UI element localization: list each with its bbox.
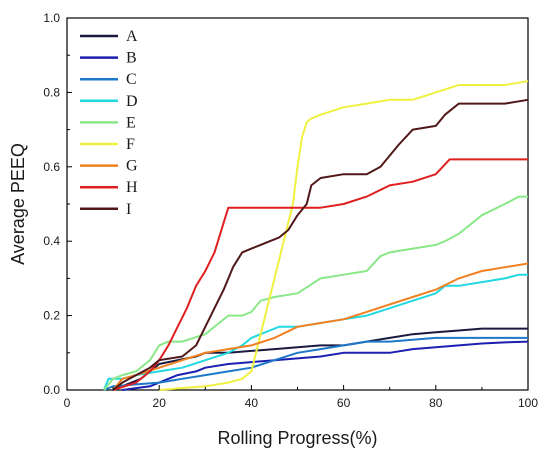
axes-layer: 0 20 40 60 80 100 0.0 0.2 0.4 0.6 0.8 1.0 [43,11,538,410]
y-tick-label-1: 0.2 [43,309,60,323]
x-tick-label-1: 20 [153,396,167,410]
y-axis-title: Average PEEQ [8,143,28,265]
y-tick-label-5: 1.0 [43,11,60,25]
x-tick-label-0: 0 [64,396,71,410]
y-tick-label-0: 0.0 [43,383,60,397]
x-axis-title: Rolling Progress(%) [217,428,377,448]
series-line-F [159,80,529,391]
series-line-C [103,336,528,391]
y-tick-label-4: 0.8 [43,85,60,99]
x-tick-label-5: 100 [518,396,538,410]
legend-label-F: F [126,136,135,153]
legend-label-G: G [126,158,138,175]
legend-label-C: C [126,71,137,88]
x-tick-label-2: 40 [245,396,259,410]
x-tick-label-4: 80 [429,396,443,410]
x-tick-label-3: 60 [337,396,351,410]
legend-label-E: E [126,114,136,131]
series-line-G [112,262,529,391]
legend-label-A: A [126,28,138,45]
y-tick-label-2: 0.4 [43,234,60,248]
legend-label-I: I [126,201,131,218]
series-line-B [122,340,529,391]
legend-label-H: H [126,179,138,196]
series-line-I [112,98,529,391]
series-layer [102,80,529,391]
series-line-D [102,273,528,391]
series-line-H [112,158,528,391]
legend-label-B: B [126,50,137,67]
y-tick-label-3: 0.6 [43,160,60,174]
legend-label-D: D [126,93,138,110]
series-line-E [103,195,528,391]
